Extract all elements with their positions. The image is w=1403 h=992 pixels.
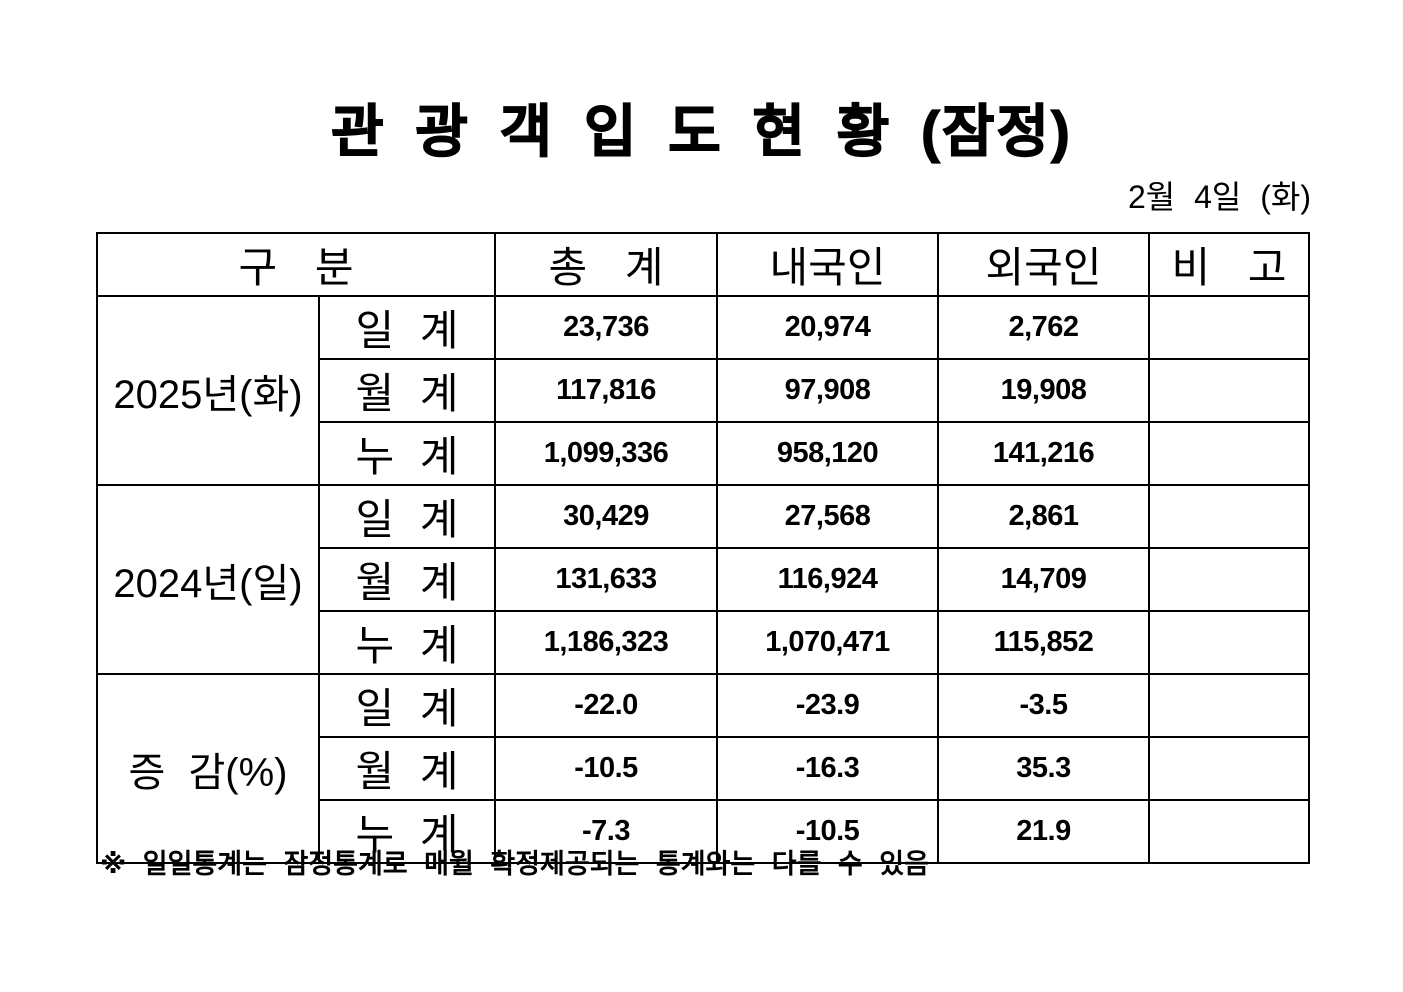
header-foreign: 외국인 xyxy=(937,232,1151,297)
value-domestic: -23.9 xyxy=(716,673,940,738)
value-domestic: 1,070,471 xyxy=(716,610,940,675)
value-foreign: 141,216 xyxy=(937,421,1151,486)
note-cell xyxy=(1148,673,1311,738)
note-cell xyxy=(1148,358,1311,423)
table-row: 2024년(일) 일 계 30,429 27,568 2,861 xyxy=(96,484,1311,675)
header-domestic: 내국인 xyxy=(716,232,940,297)
row-label: 월 계 xyxy=(317,736,497,801)
value-domestic: -10.5 xyxy=(716,799,940,864)
value-total: 117,816 xyxy=(494,358,719,423)
table-row: 월 계 131,633 116,924 14,709 xyxy=(97,547,1311,612)
table-row: 누 계 -7.3 -10.5 21.9 xyxy=(97,799,1311,864)
stats-table: 구 분 총 계 내국인 외국인 비 고 2025년(화) 일 계 23,736 … xyxy=(95,232,1311,864)
header-row: 구 분 총 계 내국인 외국인 비 고 xyxy=(95,232,1311,297)
note-cell xyxy=(1148,295,1311,360)
page-title: 관 광 객 입 도 현 황 (잠정) xyxy=(330,99,1072,164)
footnote: ※ 일일통계는 잠정통계로 매월 확정제공되는 통계와는 다를 수 있음 xyxy=(100,849,929,879)
header-note: 비 고 xyxy=(1148,232,1311,297)
row-label: 일 계 xyxy=(317,295,497,360)
note-cell xyxy=(1148,484,1311,549)
value-total: 30,429 xyxy=(494,484,719,549)
group-label-2024: 2024년(일) xyxy=(96,484,320,675)
note-cell xyxy=(1148,736,1311,801)
table-row: 월 계 117,816 97,908 19,908 xyxy=(97,358,1311,423)
table-row: 월 계 -10.5 -16.3 35.3 xyxy=(97,736,1311,801)
table-row: 누 계 1,099,336 958,120 141,216 xyxy=(97,421,1311,486)
value-domestic: 97,908 xyxy=(716,358,940,423)
row-label: 월 계 xyxy=(317,547,497,612)
row-label: 누 계 xyxy=(317,421,497,486)
value-total: 23,736 xyxy=(494,295,719,360)
row-label: 누 계 xyxy=(317,610,497,675)
group-label-change: 증 감(%) xyxy=(96,673,320,864)
group-label-2025: 2025년(화) xyxy=(96,295,320,486)
value-domestic: 27,568 xyxy=(716,484,940,549)
value-domestic: 116,924 xyxy=(716,547,940,612)
value-domestic: -16.3 xyxy=(716,736,940,801)
value-foreign: 19,908 xyxy=(937,358,1151,423)
row-label: 일 계 xyxy=(317,484,497,549)
value-total: -10.5 xyxy=(494,736,719,801)
value-total: 131,633 xyxy=(494,547,719,612)
value-domestic: 20,974 xyxy=(716,295,940,360)
header-total: 총 계 xyxy=(494,232,719,297)
value-total: 1,186,323 xyxy=(494,610,719,675)
table-row: 누 계 1,186,323 1,070,471 115,852 xyxy=(97,610,1311,675)
table-row: 증 감(%) 일 계 -22.0 -23.9 -3.5 xyxy=(96,673,1311,864)
value-total: -22.0 xyxy=(494,673,719,738)
value-total: 1,099,336 xyxy=(494,421,719,486)
header-category: 구 분 xyxy=(95,232,497,297)
note-cell xyxy=(1148,799,1311,864)
value-foreign: 115,852 xyxy=(937,610,1151,675)
row-label: 누 계 xyxy=(317,799,497,864)
value-foreign: -3.5 xyxy=(937,673,1151,738)
value-foreign: 35.3 xyxy=(937,736,1151,801)
row-label: 월 계 xyxy=(317,358,497,423)
note-cell xyxy=(1148,610,1311,675)
value-foreign: 14,709 xyxy=(937,547,1151,612)
value-foreign: 21.9 xyxy=(937,799,1151,864)
note-cell xyxy=(1148,421,1311,486)
value-foreign: 2,762 xyxy=(937,295,1151,360)
row-label: 일 계 xyxy=(317,673,497,738)
note-cell xyxy=(1148,547,1311,612)
value-foreign: 2,861 xyxy=(937,484,1151,549)
date-label: 2월 4일 (화) xyxy=(1127,179,1311,215)
value-domestic: 958,120 xyxy=(716,421,940,486)
value-total: -7.3 xyxy=(494,799,719,864)
table-row: 2025년(화) 일 계 23,736 20,974 2,762 xyxy=(96,295,1311,486)
